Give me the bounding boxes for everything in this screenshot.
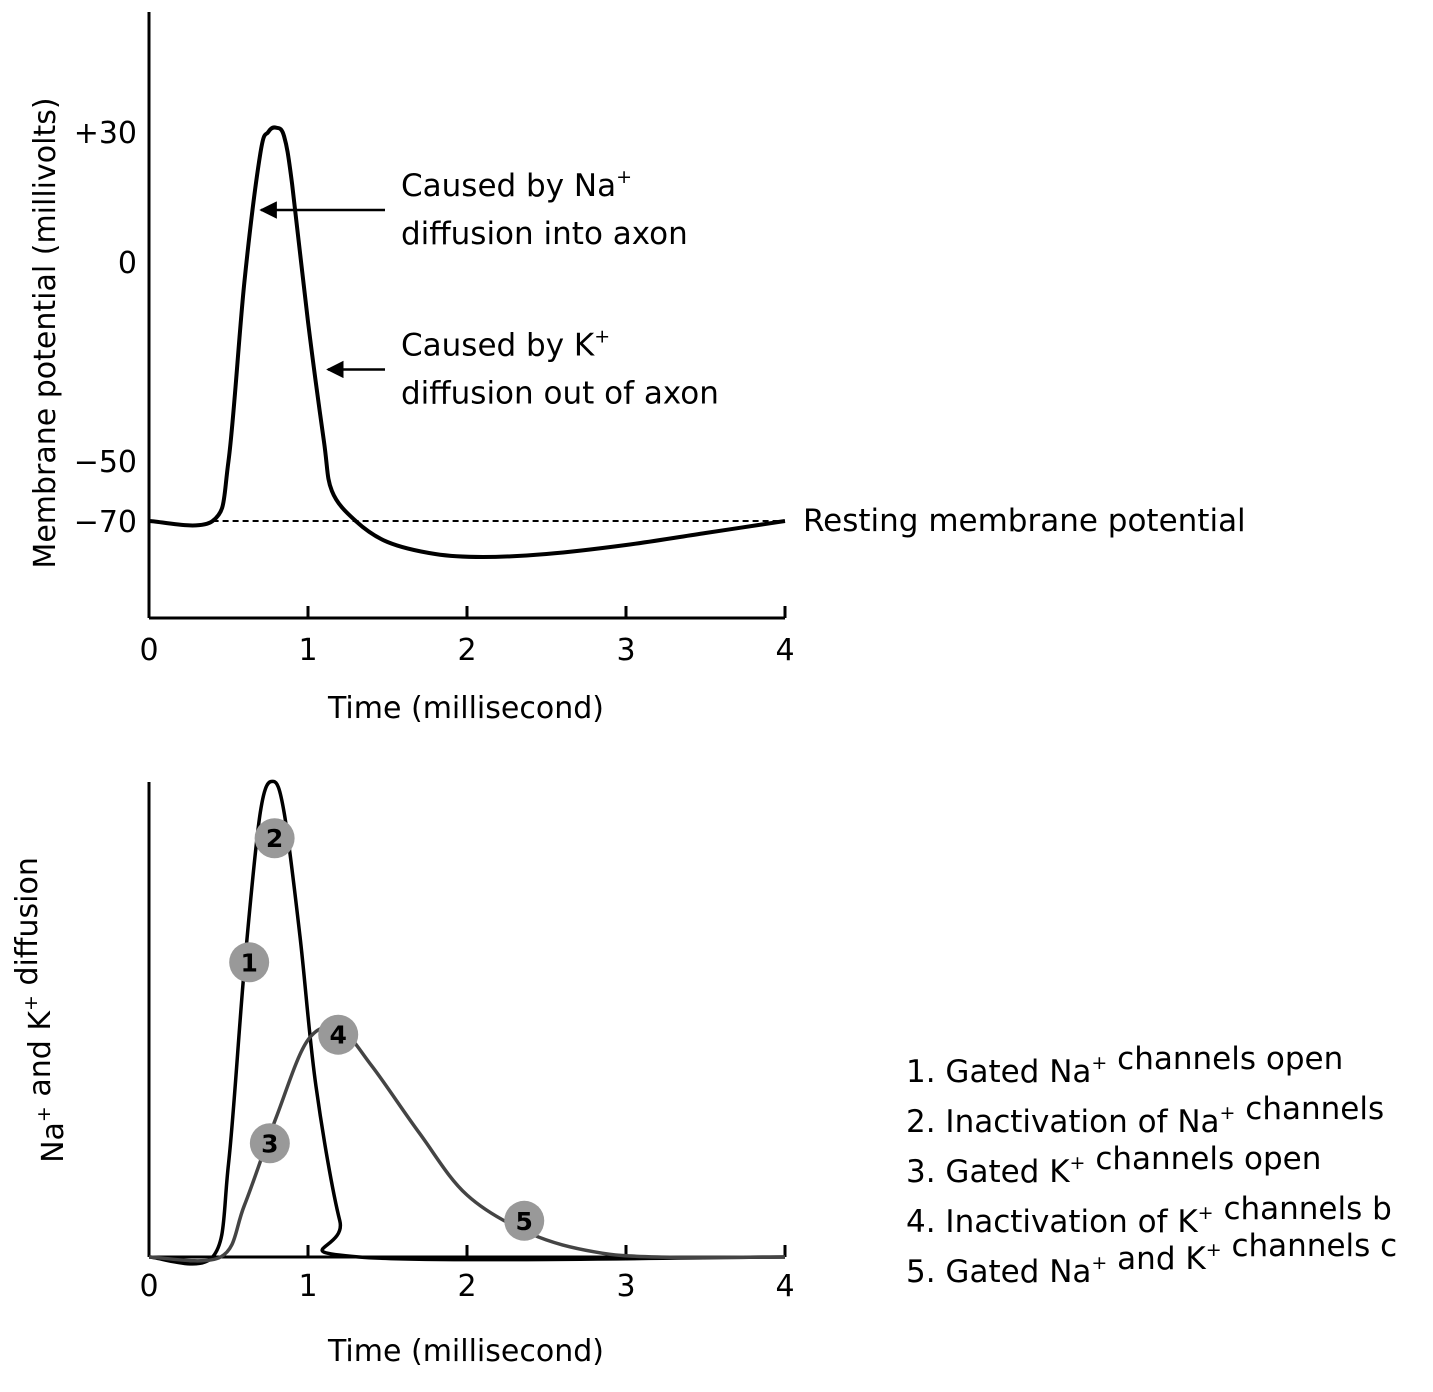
legend-item-4-part: 4. Inactivation of K bbox=[906, 1204, 1198, 1240]
x-tick-label: 2 bbox=[457, 633, 476, 668]
step-marker-label: 4 bbox=[330, 1021, 347, 1050]
legend-item-3-part: 3. Gated K bbox=[906, 1154, 1070, 1190]
legend-item-1-sup: + bbox=[1091, 1052, 1107, 1074]
legend-item-1: 1. Gated Na+ channels open bbox=[906, 1041, 1343, 1090]
y-axis-title-part: diffusion bbox=[10, 857, 45, 995]
x-tick-label: 3 bbox=[616, 1269, 635, 1304]
x-tick-label: 1 bbox=[298, 1269, 317, 1304]
step-marker-1 bbox=[229, 942, 270, 983]
legend-item-4-sup: + bbox=[1198, 1202, 1214, 1224]
x-tick-label: 1 bbox=[298, 633, 317, 668]
y-axis-title-part: Na bbox=[36, 1122, 71, 1163]
legend-item-5-sup: + bbox=[1206, 1239, 1222, 1261]
x-tick-label: 4 bbox=[775, 1269, 794, 1304]
k-diffusion-curve bbox=[148, 1025, 786, 1263]
x-axis-title: Time (millisecond) bbox=[327, 691, 604, 726]
step-marker-label: 1 bbox=[240, 948, 257, 977]
annotation-line1: Caused by Na+ bbox=[401, 166, 632, 204]
action-potential-curve bbox=[148, 125, 786, 559]
x-tick-label: 4 bbox=[775, 633, 794, 668]
annotation-sup: + bbox=[594, 325, 610, 347]
legend-item-2-part: 2. Inactivation of Na bbox=[906, 1104, 1220, 1140]
x-axis-title: Time (millisecond) bbox=[327, 1334, 604, 1369]
y-axis-title: Na+ and K+ diffusion bbox=[10, 857, 71, 1163]
legend-item-5-part: channels c bbox=[1222, 1228, 1398, 1264]
annotation-line2: diffusion out of axon bbox=[401, 375, 719, 411]
step-marker-5 bbox=[504, 1200, 545, 1241]
resting-potential-label: Resting membrane potential bbox=[803, 503, 1246, 539]
step-marker-label: 5 bbox=[516, 1207, 533, 1236]
x-tick-label: 0 bbox=[139, 633, 158, 668]
legend-item-3-sup: + bbox=[1070, 1152, 1086, 1174]
legend-item-1-part: 1. Gated Na bbox=[906, 1054, 1091, 1090]
y-tick-label: −50 bbox=[74, 445, 137, 480]
step-marker-4 bbox=[318, 1014, 359, 1055]
legend-item-5-sup: + bbox=[1091, 1252, 1107, 1274]
legend-item-5: 5. Gated Na+ and K+ channels c bbox=[906, 1228, 1397, 1290]
annotation-line2: diffusion into axon bbox=[401, 216, 688, 252]
legend-item-4: 4. Inactivation of K+ channels b bbox=[906, 1191, 1392, 1240]
x-tick-label: 3 bbox=[616, 633, 635, 668]
legend-item-3: 3. Gated K+ channels open bbox=[906, 1141, 1321, 1190]
annotation-line1-text: Caused by K bbox=[401, 327, 595, 363]
legend-item-1-part: channels open bbox=[1107, 1041, 1343, 1077]
step-marker-label: 2 bbox=[266, 824, 283, 853]
legend-item-5-part: and K bbox=[1107, 1241, 1206, 1277]
y-axis-title-sup: + bbox=[33, 1106, 55, 1122]
legend-item-5-part: 5. Gated Na bbox=[906, 1254, 1091, 1290]
y-tick-label: +30 bbox=[74, 116, 137, 151]
y-axis-title-sup: + bbox=[20, 995, 42, 1011]
y-axis-title-part: and K bbox=[23, 1010, 58, 1107]
na-diffusion-curve bbox=[148, 779, 786, 1266]
legend-item-2: 2. Inactivation of Na+ channels bbox=[906, 1091, 1384, 1140]
legend-item-2-sup: + bbox=[1220, 1102, 1236, 1124]
x-tick-label: 0 bbox=[139, 1269, 158, 1304]
y-tick-label: 0 bbox=[118, 246, 137, 281]
step-marker-3 bbox=[249, 1123, 290, 1164]
annotation-sup: + bbox=[616, 166, 632, 188]
step-marker-2 bbox=[254, 818, 295, 859]
y-axis-title: Membrane potential (millivolts) bbox=[28, 97, 63, 568]
annotation-line1-text: Caused by Na bbox=[401, 168, 616, 204]
step-marker-label: 3 bbox=[261, 1129, 278, 1158]
x-tick-label: 2 bbox=[457, 1269, 476, 1304]
legend-item-2-part: channels bbox=[1235, 1091, 1384, 1127]
membrane-potential-chart: 0 1 2 3 4 +30 0 −50 −70 Resting membrane potentia… bbox=[28, 12, 1246, 726]
y-tick-label: −70 bbox=[74, 505, 137, 540]
annotation-line1: Caused by K+ bbox=[401, 325, 610, 363]
legend-item-3-part: channels open bbox=[1085, 1141, 1321, 1177]
legend-item-4-part: channels b bbox=[1214, 1191, 1392, 1227]
